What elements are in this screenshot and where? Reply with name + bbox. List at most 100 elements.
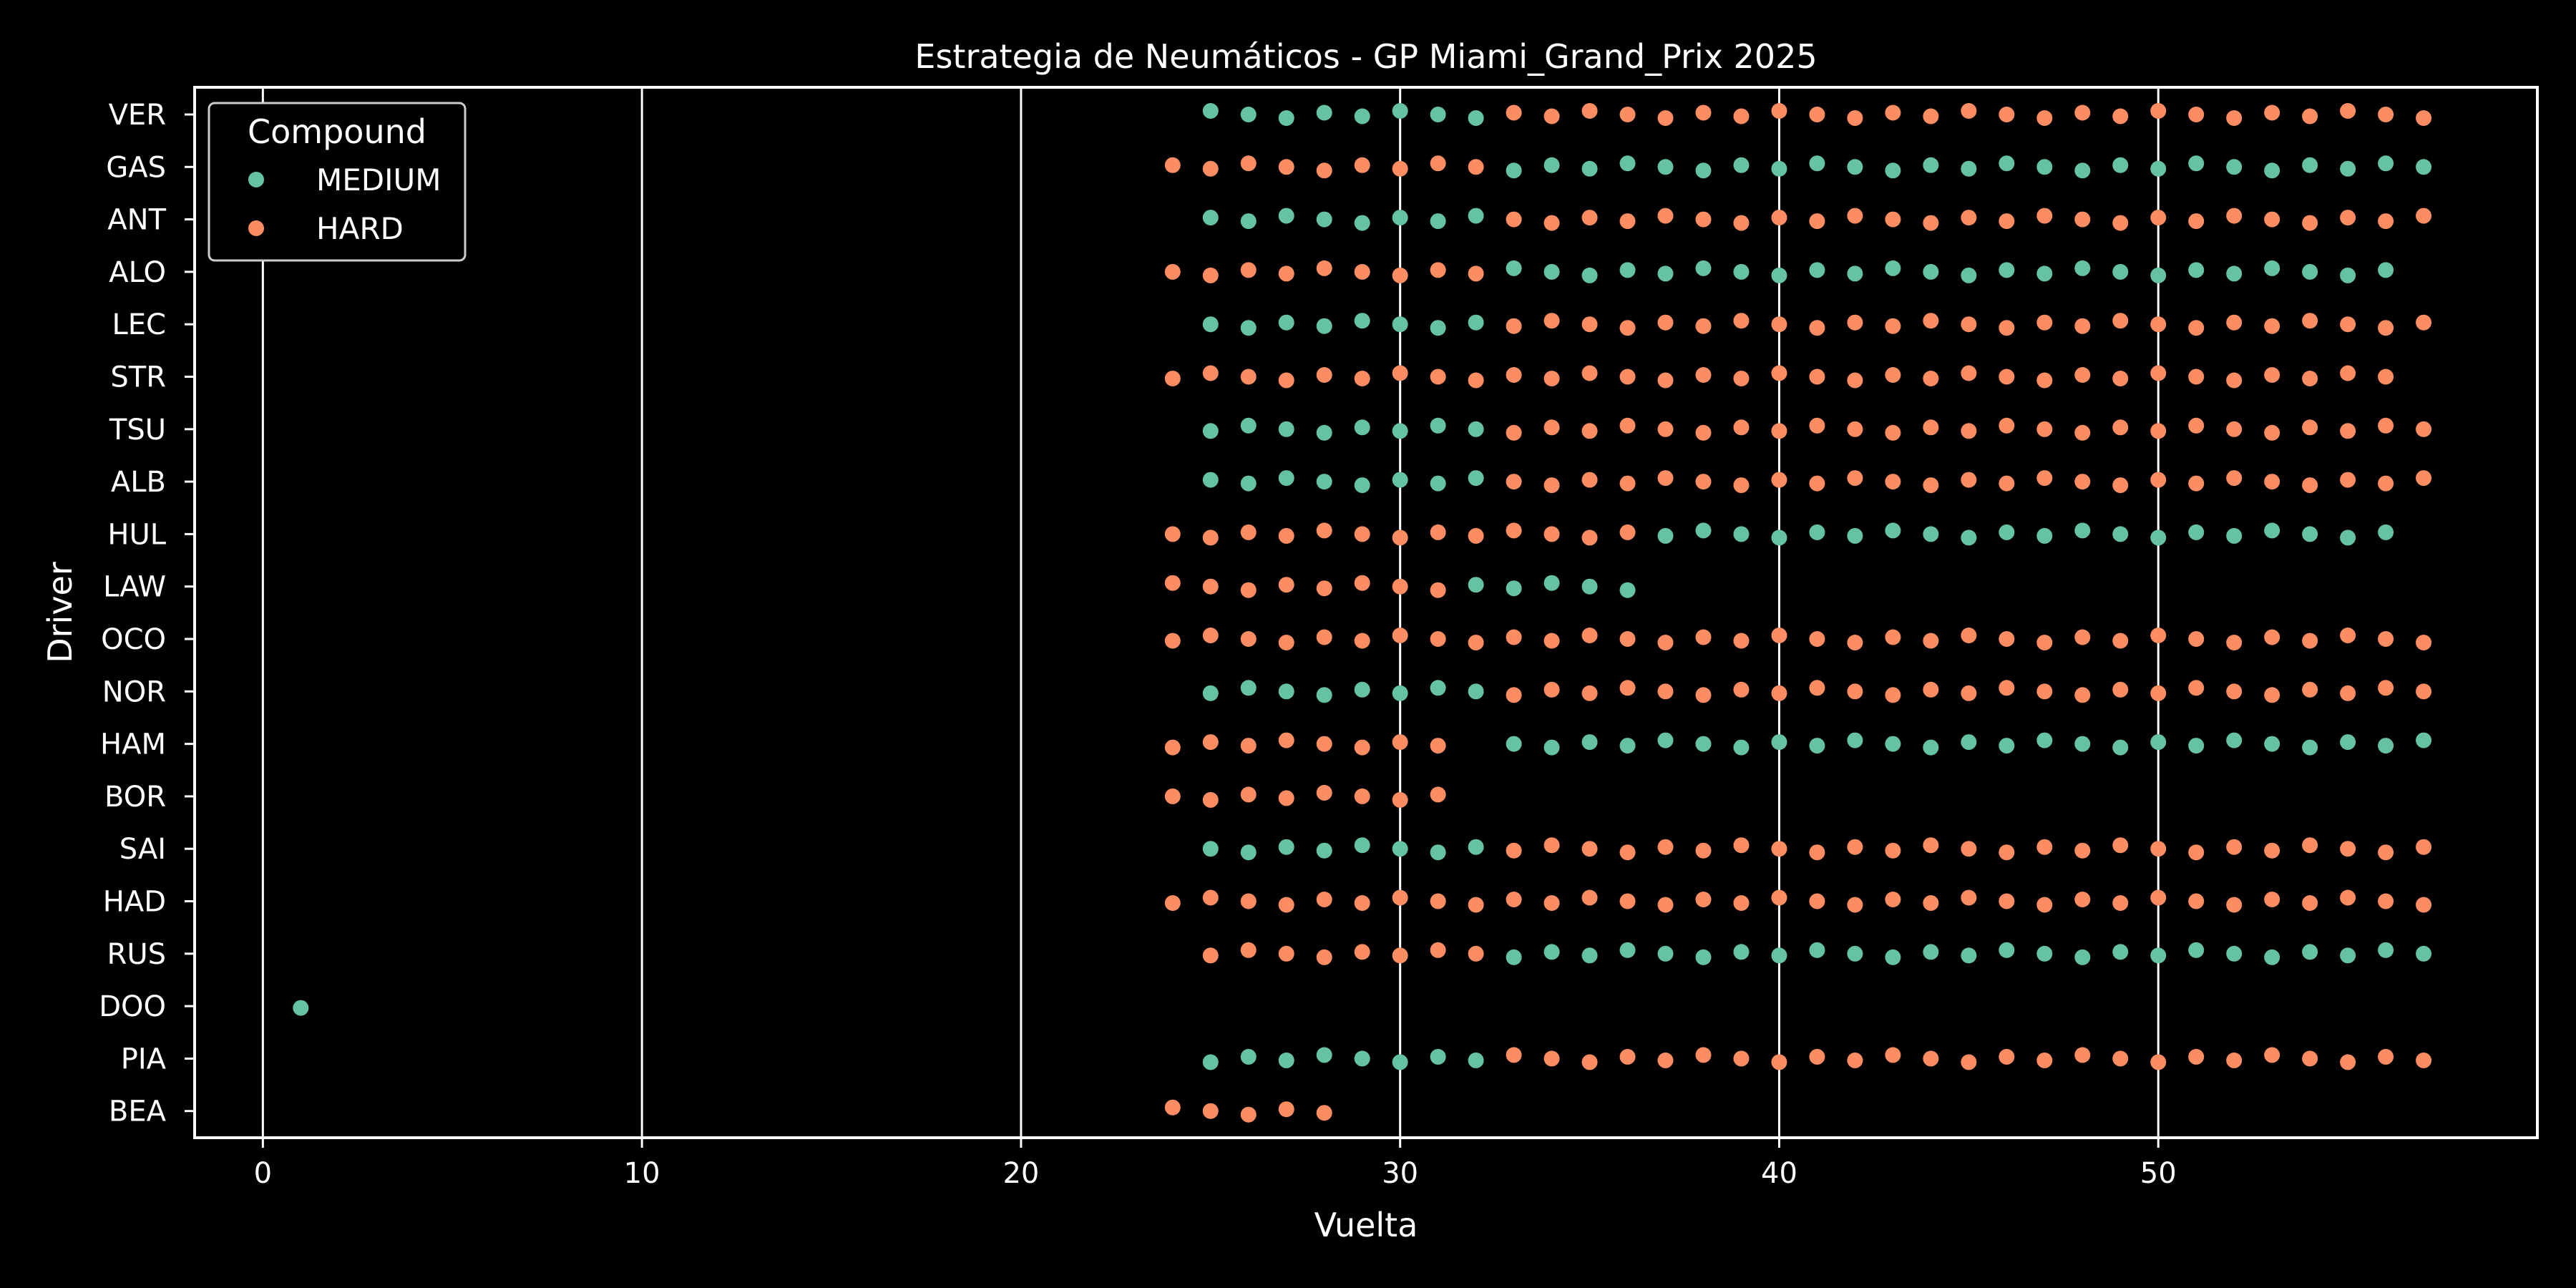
lap-point [1733,371,1750,386]
lap-point [2074,318,2091,334]
lap-point [1468,1052,1484,1068]
lap-point [1847,1052,1863,1068]
lap-point [1240,844,1257,861]
lap-point [1809,155,1825,172]
lap-point [1733,944,1750,960]
lap-point [1809,524,1825,540]
legend-marker [248,172,264,187]
lap-point [1392,791,1408,808]
y-tick-label: HUL [107,518,166,551]
legend-items: MEDIUM HARD [248,162,441,246]
lap-point [2226,897,2243,913]
lap-point [1202,791,1219,808]
lap-point [1543,371,1560,386]
lap-point [2074,162,2091,179]
lap-point [1733,108,1750,125]
lap-point [1240,680,1257,696]
lap-point [1316,687,1332,703]
lap-point [1695,1047,1712,1063]
lap-point [1809,262,1825,278]
lap-point [2150,103,2167,119]
y-tick-label: TSU [109,414,166,447]
lap-point [1202,103,1219,119]
lap-point [2226,683,2243,700]
lap-point [1430,631,1446,647]
lap-point [1999,369,2015,385]
lap-point [2036,683,2053,700]
plot-frame [193,86,2539,1139]
lap-point [1316,1047,1332,1063]
lap-point [1695,736,1712,752]
lap-point [1999,155,2015,172]
lap-point [1923,108,1939,125]
lap-point [2150,365,2167,381]
lap-point [1354,681,1370,698]
lap-point [1392,267,1408,283]
y-tick-label: VER [109,99,166,132]
lap-point [1847,635,1863,650]
lap-point [2074,949,2091,965]
lap-point [1430,893,1446,909]
lap-point [1354,419,1370,436]
lap-point [1619,738,1636,754]
lap-point [2302,419,2318,436]
lap-point [1278,577,1294,593]
lap-point [1316,211,1332,228]
lap-point [1506,580,1522,597]
lap-point [1506,474,1522,490]
lap-point [1847,421,1863,437]
lap-point [1809,213,1825,230]
lap-point [1468,208,1484,224]
lap-point [2188,475,2205,492]
lap-point [1619,1048,1636,1065]
y-axis-ticks: VER GAS ANT ALO LEC STR TSU ALB HUL LAW OCO NOR HAM B… [99,99,195,1128]
lap-point [2302,633,2318,649]
lap-point [1468,372,1484,389]
lap-point [1999,1048,2015,1065]
lap-point [1430,844,1446,861]
lap-point [2302,215,2318,231]
lap-point [1847,265,1863,282]
lap-point [1657,470,1674,487]
lap-point [1657,159,1674,175]
lap-point [1240,1048,1257,1065]
lap-point [1430,213,1446,230]
lap-point [1354,371,1370,386]
lap-point [2226,945,2243,962]
lap-point [1202,947,1219,964]
lap-point [1999,942,2015,958]
lap-point [1733,837,1750,854]
lap-point [1733,633,1750,649]
lap-point [1695,522,1712,539]
lap-point [1392,472,1408,488]
lap-point [1240,320,1257,336]
lap-point [2378,369,2394,385]
lap-point [1354,944,1370,960]
lap-point [2150,210,2167,226]
lap-point [1240,107,1257,122]
lap-point [1392,685,1408,701]
legend-box [208,102,467,262]
lap-point [1847,683,1863,700]
lap-point [2340,103,2356,119]
lap-point [2150,472,2167,488]
lap-point [2112,215,2129,231]
lap-point [1581,472,1598,488]
lap-point [1999,680,2015,696]
lap-point [1278,110,1294,126]
x-axis-ticks: 0 10 20 30 40 50 [254,1138,2177,1190]
x-tick-label: 30 [1382,1157,1418,1190]
lap-point [2226,470,2243,487]
lap-point [2264,104,2280,121]
lap-point [2264,367,2280,383]
lap-point [2378,155,2394,172]
lap-point [1354,1050,1370,1067]
lap-point [1202,889,1219,906]
lap-point [2340,734,2356,751]
lap-point [1961,210,1977,226]
lap-point [1354,215,1370,231]
lap-point [1240,1106,1257,1123]
lap-point [1543,575,1560,591]
lap-point [2112,1050,2129,1067]
lap-point [1885,522,1901,539]
